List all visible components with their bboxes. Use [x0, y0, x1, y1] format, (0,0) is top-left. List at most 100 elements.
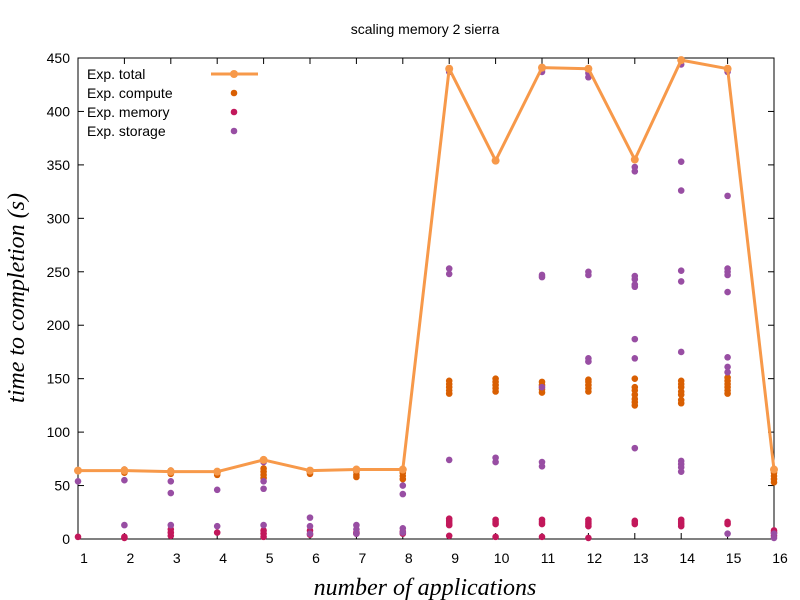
exp-storage-point: [260, 485, 267, 493]
exp-storage-point: [585, 73, 592, 81]
exp-storage-point: [445, 456, 453, 464]
legend: Exp. total Exp. compute Exp. memory Exp. st…: [87, 66, 258, 139]
x-tick-label: 11: [541, 550, 556, 566]
exp-storage-point: [167, 521, 175, 529]
exp-storage-point: [677, 158, 685, 165]
exp-compute-point: [538, 378, 546, 386]
y-tick-label: 0: [62, 531, 70, 547]
total-point: [630, 155, 639, 164]
legend-label: Exp. compute: [87, 85, 173, 101]
x-tick-label: 16: [772, 550, 788, 566]
exp-memory-point: [492, 533, 499, 541]
total-point: [770, 465, 778, 474]
exp-storage-point: [724, 271, 731, 279]
exp-storage-point: [724, 192, 731, 200]
exp-compute-point: [260, 465, 267, 472]
exp-compute-point: [492, 375, 499, 382]
exp-memory-point: [445, 532, 453, 540]
total-point: [74, 466, 82, 475]
exp-storage-point: [724, 368, 731, 376]
exp-storage-point: [399, 529, 407, 536]
legend-label: Exp. storage: [87, 123, 166, 139]
y-tick-label: 450: [47, 50, 71, 66]
total-point: [352, 465, 361, 474]
exp-storage-point: [445, 265, 453, 272]
exp-storage-point: [538, 463, 546, 470]
exp-storage-point: [167, 489, 175, 497]
exp-storage-point: [306, 522, 314, 530]
legend-label: Exp. memory: [87, 104, 169, 120]
x-tick-label: 15: [726, 550, 742, 566]
exp-storage-point: [631, 168, 639, 175]
exp-memory-point: [677, 516, 685, 524]
plot-area: [74, 56, 778, 542]
exp-storage-point: [538, 273, 546, 281]
exp-storage-point: [260, 521, 267, 529]
x-tick-label: 8: [405, 550, 413, 566]
exp-storage-point: [121, 476, 128, 484]
exp-memory-point: [121, 533, 128, 541]
exp-memory-point: [724, 518, 731, 526]
x-tick-label: 13: [633, 550, 649, 566]
exp-storage-point: [585, 358, 592, 365]
total-point: [120, 466, 129, 475]
total-point: [259, 455, 268, 464]
exp-storage-point: [538, 383, 546, 391]
exp-storage-point: [677, 468, 685, 475]
exp-compute-point: [585, 376, 592, 384]
exp-storage-point: [213, 522, 221, 530]
exp-storage-point: [631, 275, 639, 283]
exp-storage-point: [631, 335, 639, 343]
exp-storage-point: [770, 534, 778, 542]
exp-storage-point: [724, 288, 731, 296]
exp-storage-point: [724, 353, 731, 361]
total-point: [306, 466, 314, 475]
total-point: [166, 467, 175, 476]
exp-memory-point: [492, 516, 499, 524]
exp-compute-point: [724, 374, 731, 381]
exp-storage-point: [353, 530, 360, 537]
x-tick-label: 6: [312, 550, 320, 566]
exp-memory-point: [74, 533, 82, 541]
exp-memory-point: [585, 534, 592, 542]
exp-memory-point: [538, 516, 546, 524]
y-tick-label: 250: [47, 264, 71, 280]
y-tick-label: 350: [47, 157, 71, 173]
x-tick-label: 12: [587, 550, 603, 566]
x-tick-label: 3: [173, 550, 181, 566]
exp-storage-point: [399, 490, 407, 498]
exp-storage-point: [306, 514, 314, 521]
x-tick-label: 7: [359, 550, 367, 566]
y-tick-label: 100: [47, 424, 71, 440]
exp-memory-point: [585, 516, 592, 524]
plot-frame: [77, 57, 775, 540]
y-tick-label: 150: [47, 371, 71, 387]
exp-memory-point: [260, 527, 267, 534]
exp-storage-point: [724, 530, 731, 537]
exp-storage-point: [677, 348, 685, 356]
total-point: [677, 56, 686, 65]
exp-compute-point: [631, 383, 639, 391]
legend-marker: [230, 127, 238, 135]
x-tick-label: 14: [679, 550, 695, 566]
exp-compute-point: [445, 377, 453, 385]
x-axis-label: number of applications: [314, 575, 537, 600]
exp-storage-point: [399, 482, 407, 489]
exp-storage-point: [74, 477, 82, 485]
y-tick-label: 400: [47, 103, 71, 119]
chart-title: scaling memory 2 sierra: [351, 21, 500, 37]
exp-compute-point: [677, 377, 685, 385]
exp-storage-point: [677, 267, 685, 275]
exp-storage-point: [585, 271, 592, 279]
exp-storage-point: [631, 444, 639, 452]
total-point: [445, 64, 454, 73]
exp-compute-point: [631, 375, 639, 382]
y-tick-label: 50: [54, 478, 70, 494]
total-point: [584, 64, 593, 73]
x-tick-label: 2: [127, 550, 135, 566]
legend-marker: [230, 70, 238, 78]
exp-compute-point: [677, 396, 685, 404]
exp-storage-point: [677, 187, 685, 194]
exp-storage-point: [260, 477, 267, 485]
